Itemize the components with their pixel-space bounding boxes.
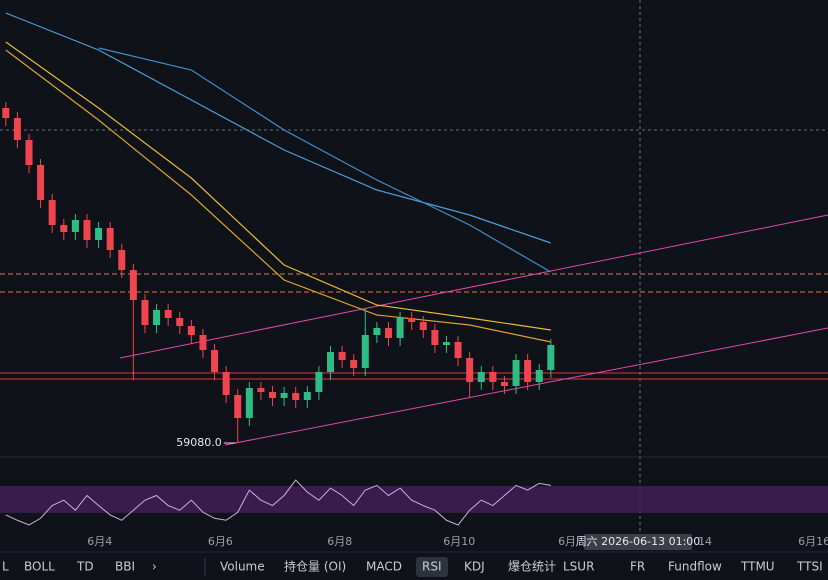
- candle-body: [245, 388, 253, 418]
- trend-line: [224, 327, 828, 446]
- candle-body: [71, 220, 79, 232]
- rsi-line: [5, 479, 551, 526]
- toolbar-tab[interactable]: 爆仓统计: [508, 560, 556, 574]
- candle-body: [477, 372, 485, 382]
- candle-body: [37, 165, 45, 200]
- toolbar-tab[interactable]: RSI: [422, 560, 442, 574]
- toolbar-tab[interactable]: FR: [630, 560, 645, 574]
- candle-body: [234, 395, 242, 418]
- moving-average: [98, 47, 552, 273]
- candle-body: [361, 335, 369, 368]
- candle-body: [280, 393, 288, 398]
- candle-body: [129, 270, 137, 300]
- moving-average: [5, 12, 552, 244]
- candle-body: [60, 225, 68, 232]
- chevron[interactable]: ›: [152, 560, 157, 574]
- candle-body: [13, 118, 21, 140]
- candle-body: [269, 392, 277, 398]
- x-tick-label: 6月: [558, 535, 576, 548]
- toolbar-tab[interactable]: BBI: [115, 560, 135, 574]
- candle-body: [547, 345, 555, 370]
- moving-average: [5, 41, 551, 331]
- candle-body: [524, 360, 532, 382]
- candle-body: [187, 326, 195, 335]
- candle-body: [489, 372, 497, 382]
- toolbar-tab[interactable]: TTMU: [740, 560, 775, 574]
- moving-average: [5, 49, 551, 343]
- candle-body: [48, 200, 56, 225]
- candle-body: [431, 330, 439, 345]
- candle-body: [106, 228, 114, 250]
- toolbar-tab[interactable]: MACD: [366, 560, 402, 574]
- candle-body: [118, 250, 126, 270]
- toolbar-tab[interactable]: LSUR: [563, 560, 594, 574]
- candle-body: [454, 342, 462, 358]
- toolbar-tab[interactable]: BOLL: [24, 560, 55, 574]
- candle-body: [419, 322, 427, 330]
- x-tick-label: 6月8: [327, 535, 352, 548]
- candle-body: [327, 352, 335, 372]
- candle-body: [303, 392, 311, 400]
- trend-line: [119, 214, 828, 359]
- crosshair-label-bg: [584, 534, 692, 550]
- low-label: 59080.0: [176, 436, 222, 449]
- x-tick-label: 6月16: [798, 535, 828, 548]
- toolbar-tab[interactable]: Volume: [220, 560, 265, 574]
- toolbar-tab[interactable]: TD: [76, 560, 94, 574]
- candle-body: [164, 310, 172, 318]
- candle-body: [83, 220, 91, 240]
- candle-body: [384, 328, 392, 338]
- candle-body: [2, 108, 10, 118]
- candle-body: [199, 335, 207, 350]
- x-tick-label: 6月4: [87, 535, 112, 548]
- candle-body: [153, 310, 161, 325]
- candle-body: [95, 228, 103, 240]
- tab-partial: L: [2, 560, 9, 574]
- candle-body: [466, 358, 474, 382]
- candle-body: [211, 350, 219, 372]
- x-tick-label: 6月10: [443, 535, 475, 548]
- candle-body: [338, 352, 346, 360]
- candle-body: [141, 300, 149, 325]
- toolbar-tab[interactable]: 持仓量 (OI): [284, 559, 346, 574]
- candle-body: [257, 388, 265, 392]
- candle-body: [396, 318, 404, 338]
- candle-body: [350, 360, 358, 368]
- tab-active-bg: [416, 557, 448, 577]
- x-tick-label: 6月6: [208, 535, 233, 548]
- x-tick-label: 14: [698, 535, 712, 548]
- candle-body: [176, 318, 184, 326]
- candle-body: [292, 393, 300, 400]
- toolbar-tab[interactable]: KDJ: [464, 560, 485, 574]
- candle-body: [535, 370, 543, 382]
- candle-body: [512, 360, 520, 386]
- candle-body: [500, 382, 508, 386]
- candle-body: [25, 140, 33, 165]
- candle-body: [408, 318, 416, 322]
- crosshair-label: 周六 2026-06-13 01:00: [576, 535, 701, 548]
- candle-body: [222, 372, 230, 395]
- toolbar-tab[interactable]: Fundflow: [668, 560, 722, 574]
- candle-body: [315, 372, 323, 392]
- rsi-band: [0, 486, 828, 513]
- candle-body: [373, 328, 381, 335]
- candle-body: [442, 342, 450, 345]
- toolbar-tab[interactable]: TTSI: [796, 560, 823, 574]
